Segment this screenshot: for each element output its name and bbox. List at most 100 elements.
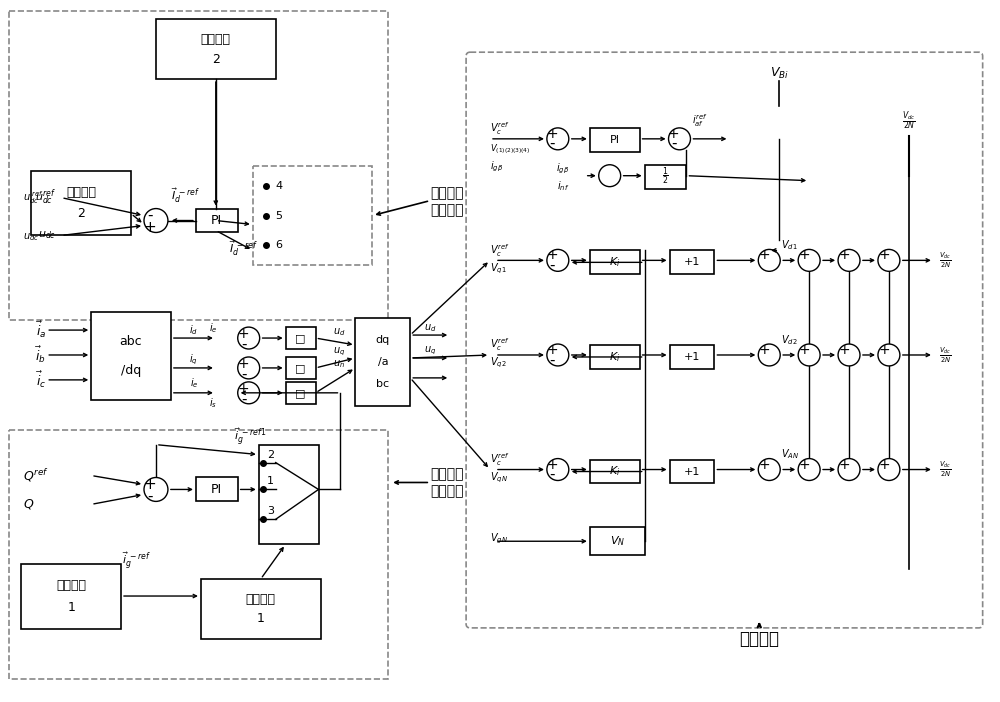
Text: +1: +1 xyxy=(684,352,700,362)
Text: $V_{d2}$: $V_{d2}$ xyxy=(781,333,798,347)
Text: $V_c^{ref}$: $V_c^{ref}$ xyxy=(490,121,510,138)
Bar xyxy=(9,11,388,320)
Text: +: + xyxy=(838,458,850,472)
Bar xyxy=(590,251,640,274)
Text: $V_{(1)(2)(3)(4)}$: $V_{(1)(2)(3)(4)}$ xyxy=(490,142,530,156)
Text: $i_s$: $i_s$ xyxy=(209,396,217,410)
Text: □: □ xyxy=(295,363,306,373)
Bar xyxy=(355,318,410,406)
Text: □: □ xyxy=(295,388,306,398)
Bar xyxy=(645,165,686,189)
Bar xyxy=(196,208,238,232)
Circle shape xyxy=(599,165,621,187)
Circle shape xyxy=(238,327,260,349)
Text: $V_c^{ref}$: $V_c^{ref}$ xyxy=(490,242,510,259)
Bar xyxy=(156,20,276,79)
Text: 4: 4 xyxy=(275,180,282,191)
Text: $V_N$: $V_N$ xyxy=(610,534,625,548)
Text: $\vec{I}_d^{\ -ref}$: $\vec{I}_d^{\ -ref}$ xyxy=(229,239,258,258)
Circle shape xyxy=(238,357,260,379)
Text: +: + xyxy=(546,458,558,472)
Bar xyxy=(670,251,714,274)
Text: $K_i$: $K_i$ xyxy=(609,350,620,364)
Text: +: + xyxy=(838,343,850,357)
Text: 2: 2 xyxy=(77,207,85,220)
Text: +: + xyxy=(758,343,770,357)
Circle shape xyxy=(758,249,780,271)
Text: $u_{dc}^{\ ref}$: $u_{dc}^{\ ref}$ xyxy=(23,190,44,206)
Text: 限制单元: 限制单元 xyxy=(430,204,464,218)
Circle shape xyxy=(238,382,260,404)
Text: $V_{gN}$: $V_{gN}$ xyxy=(490,532,508,546)
Text: +: + xyxy=(668,127,679,141)
Text: PI: PI xyxy=(211,214,222,227)
Text: $\frac{V_{dc}}{2N}$: $\frac{V_{dc}}{2N}$ xyxy=(939,460,951,479)
Text: $\frac{V_{dc}}{2N}$: $\frac{V_{dc}}{2N}$ xyxy=(902,110,916,132)
Circle shape xyxy=(838,344,860,366)
Text: +: + xyxy=(238,327,250,341)
Text: $\frac{1}{2}$: $\frac{1}{2}$ xyxy=(662,166,669,187)
Text: -: - xyxy=(241,391,246,406)
Text: 2: 2 xyxy=(267,449,274,460)
Text: /dq: /dq xyxy=(121,364,141,377)
Text: $V_{Bi}$: $V_{Bi}$ xyxy=(770,65,789,81)
Circle shape xyxy=(547,458,569,480)
Text: +: + xyxy=(798,343,810,357)
Text: 6: 6 xyxy=(275,240,282,251)
Text: +: + xyxy=(838,249,850,263)
Text: +: + xyxy=(758,249,770,263)
Text: 控制逻辑: 控制逻辑 xyxy=(201,33,231,46)
Text: $u_n$: $u_n$ xyxy=(333,358,345,370)
Bar xyxy=(31,171,131,235)
Circle shape xyxy=(878,249,900,271)
Circle shape xyxy=(798,458,820,480)
Circle shape xyxy=(547,344,569,366)
Text: +: + xyxy=(878,343,890,357)
Text: -: - xyxy=(549,467,555,482)
Text: 1: 1 xyxy=(267,477,274,486)
Bar xyxy=(91,312,171,400)
Text: -: - xyxy=(671,135,676,150)
Text: $V_{qN}$: $V_{qN}$ xyxy=(490,470,508,484)
Bar xyxy=(286,327,316,349)
Text: +: + xyxy=(238,382,250,396)
Circle shape xyxy=(878,458,900,480)
Text: 有功电流: 有功电流 xyxy=(430,187,464,201)
Text: dq: dq xyxy=(376,335,390,345)
Text: $i_{g\beta}$: $i_{g\beta}$ xyxy=(490,159,503,174)
Text: 5: 5 xyxy=(275,211,282,220)
Text: $i_{g\beta}$: $i_{g\beta}$ xyxy=(556,161,569,176)
Text: $V_{q2}$: $V_{q2}$ xyxy=(490,356,507,370)
Bar xyxy=(670,345,714,369)
Text: +: + xyxy=(546,127,558,141)
Text: -: - xyxy=(549,258,555,273)
Circle shape xyxy=(838,458,860,480)
Circle shape xyxy=(798,344,820,366)
Text: $V_c^{ref}$: $V_c^{ref}$ xyxy=(490,451,510,468)
Bar xyxy=(286,357,316,379)
Text: $\frac{V_{dc}}{2N}$: $\frac{V_{dc}}{2N}$ xyxy=(939,345,951,365)
Text: $i_d$: $i_d$ xyxy=(189,323,198,337)
Circle shape xyxy=(838,249,860,271)
Text: $u_q$: $u_q$ xyxy=(424,345,436,357)
Text: /a: /a xyxy=(378,357,388,367)
Text: 3: 3 xyxy=(267,506,274,517)
Text: $K_i$: $K_i$ xyxy=(609,465,620,479)
Text: 1: 1 xyxy=(257,612,265,625)
Bar xyxy=(9,430,388,679)
Text: $u_d$: $u_d$ xyxy=(424,322,436,334)
Bar xyxy=(590,527,645,555)
Text: $\vec{i}_a$: $\vec{i}_a$ xyxy=(36,320,46,340)
Text: $Q^{ref}$: $Q^{ref}$ xyxy=(23,467,49,484)
Text: PI: PI xyxy=(610,135,620,145)
Text: $u_q$: $u_q$ xyxy=(333,346,345,358)
Text: 1: 1 xyxy=(67,601,75,614)
Text: +: + xyxy=(798,249,810,263)
Text: $u_{dc}^{ref}$: $u_{dc}^{ref}$ xyxy=(35,188,56,207)
Text: +: + xyxy=(758,458,770,472)
Bar xyxy=(590,128,640,152)
Bar xyxy=(670,460,714,484)
Bar xyxy=(286,382,316,404)
Text: $\vec{I}_d^{\ -ref}$: $\vec{I}_d^{\ -ref}$ xyxy=(171,186,201,205)
Circle shape xyxy=(758,344,780,366)
